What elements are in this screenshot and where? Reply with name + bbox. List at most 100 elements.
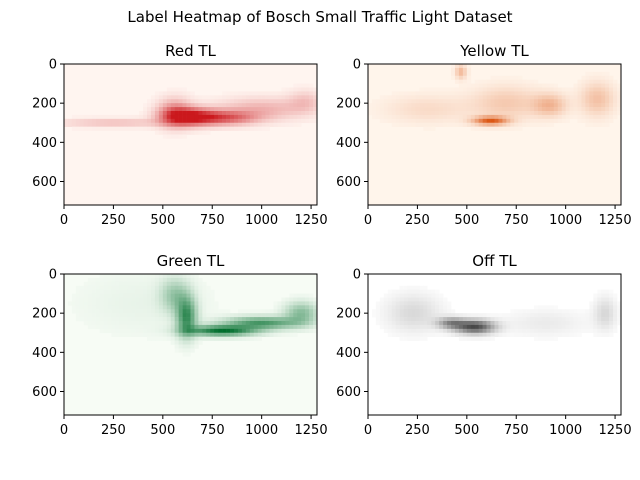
heatmap-cell	[506, 87, 511, 92]
heatmap-cell	[301, 107, 306, 112]
heatmap-cell	[541, 317, 547, 322]
heatmap-cell	[115, 274, 120, 279]
heatmap-cell	[482, 87, 487, 92]
heatmap-cell	[371, 114, 377, 120]
heatmap-cell	[162, 317, 168, 322]
heatmap-cell	[601, 305, 606, 310]
heatmap-cell	[545, 332, 551, 337]
heatmap-cell	[577, 324, 582, 330]
y-tick-label: 200	[336, 307, 361, 322]
y-tick-label: 0	[353, 268, 361, 283]
heatmap-cell	[245, 103, 251, 108]
heatmap-cell	[297, 293, 302, 298]
heatmap-cell	[158, 285, 164, 290]
heatmap-cell	[605, 324, 610, 330]
heatmap-cell	[190, 91, 195, 96]
heatmap-cell	[178, 305, 183, 310]
heatmap-cell	[210, 111, 215, 116]
heatmap-cell	[403, 285, 408, 290]
heatmap-cell	[119, 301, 124, 306]
heatmap-cell	[522, 95, 527, 100]
heatmap-cell	[214, 332, 219, 337]
heatmap-cell	[174, 103, 179, 108]
heatmap-cell	[273, 95, 278, 100]
heatmap-cell	[534, 114, 539, 120]
heatmap-cell	[127, 324, 132, 330]
heatmap-cell	[522, 122, 527, 127]
heatmap-cell	[458, 313, 464, 318]
heatmap-cell	[154, 324, 160, 330]
heatmap-cell	[301, 305, 306, 310]
heatmap-cell	[95, 309, 100, 314]
heatmap-cell	[139, 126, 144, 131]
heatmap-cell	[253, 95, 259, 100]
heatmap-cell	[609, 321, 614, 326]
heatmap-cell	[518, 328, 523, 334]
heatmap-cell	[226, 95, 231, 100]
heatmap-cell	[301, 114, 306, 120]
heatmap-cell	[162, 301, 168, 306]
heatmap-cell	[111, 313, 116, 318]
heatmap-cell	[166, 130, 172, 135]
heatmap-cell	[379, 301, 385, 306]
heatmap-cell	[273, 111, 278, 116]
heatmap-cell	[581, 107, 586, 112]
heatmap-cell	[411, 289, 416, 294]
heatmap-cell	[569, 87, 574, 92]
heatmap-cell	[494, 111, 499, 116]
heatmap-cell	[510, 103, 515, 108]
heatmap-cell	[391, 91, 396, 96]
heatmap-cell	[391, 103, 396, 108]
heatmap-cell	[186, 107, 191, 112]
heatmap-cell	[119, 313, 124, 318]
axes-frame	[63, 273, 318, 416]
heatmap-cell	[407, 118, 412, 124]
heatmap-cell	[241, 313, 247, 318]
heatmap-cell	[423, 91, 428, 96]
heatmap-cell	[482, 114, 487, 120]
heatmap-cell	[198, 118, 203, 124]
heatmap-cell	[241, 114, 247, 120]
heatmap-cell	[597, 87, 602, 92]
heatmap-cell	[431, 107, 436, 112]
heatmap-cell	[557, 317, 563, 322]
heatmap-cell	[115, 305, 120, 310]
heatmap-cell	[470, 91, 476, 96]
heatmap-cell	[230, 99, 235, 104]
heatmap-cell	[190, 309, 195, 314]
heatmap-cell	[123, 324, 128, 330]
heatmap-cell	[135, 313, 140, 318]
heatmap-cell	[379, 309, 385, 314]
heatmap-cell	[549, 99, 555, 104]
heatmap-cell	[466, 99, 472, 104]
heatmap-cell	[182, 301, 187, 306]
heatmap-cell	[182, 107, 187, 112]
heatmap-cell	[293, 114, 298, 120]
heatmap-cell	[237, 111, 243, 116]
heatmap-cell	[454, 118, 460, 124]
heatmap-cell	[206, 293, 211, 298]
heatmap-cell	[115, 118, 120, 124]
x-tick-label: 1000	[549, 423, 582, 438]
heatmap-cell	[526, 328, 531, 334]
heatmap-cell	[375, 114, 381, 120]
heatmap-cell	[407, 114, 412, 120]
heatmap-cell	[111, 324, 116, 330]
heatmap-cell	[498, 99, 503, 104]
heatmap-cell	[375, 321, 381, 326]
heatmap-cell	[289, 99, 294, 104]
heatmap-cell	[534, 332, 539, 337]
heatmap-cell	[553, 91, 559, 96]
heatmap-cell	[253, 313, 259, 318]
heatmap-cell	[561, 118, 566, 124]
heatmap-cell	[526, 114, 531, 120]
heatmap-cell	[281, 305, 286, 310]
heatmap-cell	[427, 324, 432, 330]
heatmap-cell	[553, 336, 559, 341]
heatmap-cell	[518, 87, 523, 92]
heatmap-cell	[257, 91, 262, 96]
y-tick-label: 600	[336, 175, 361, 190]
heatmap-cell	[549, 111, 555, 116]
heatmap-cell	[411, 107, 416, 112]
heatmap-cell	[249, 107, 255, 112]
